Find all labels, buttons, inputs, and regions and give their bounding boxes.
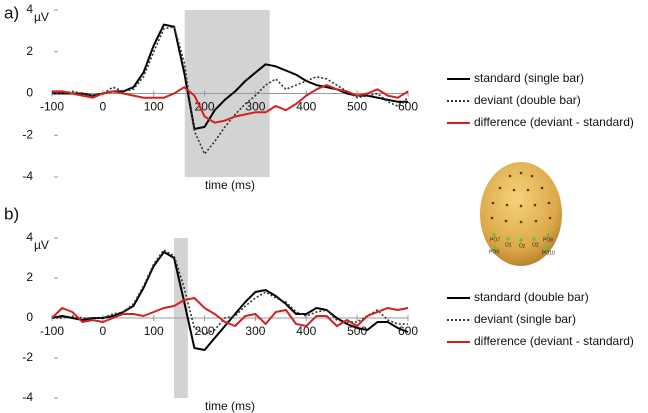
electrode-label: O1 [505,242,512,248]
panel-label: b) [4,204,19,223]
electrode-label: PO9 [489,249,499,255]
legend-label: standard (double bar) [474,290,589,304]
x-tick-label: 0 [100,324,107,338]
electrode-label: PO8 [543,237,553,243]
y-tick-label: -2 [22,127,33,141]
x-tick-label: 300 [245,324,265,338]
y-axis-label: µV [34,238,49,252]
electrodes [490,171,552,224]
legend-label: difference (deviant - standard) [474,115,634,129]
y-tick-label: 4 [26,230,33,244]
x-tick-label: 500 [347,100,367,114]
electrode-label: Oz [519,243,526,249]
y-tick-label: 2 [26,270,33,284]
panel: a) -4 -2 0 2 4 -100 0 100 200 300 400 500 600 µV time (… [4,2,634,192]
x-tick-label: -100 [40,100,64,114]
y-axis-label: µV [34,10,49,24]
y-tick-label: 0 [26,310,33,324]
y-tick-label: 2 [26,44,33,58]
y-tick-label: -4 [22,169,33,183]
x-tick-label: 200 [195,100,215,114]
x-tick-label: -100 [40,324,64,338]
x-axis-label: time (ms) [205,178,255,192]
legend-label: deviant (double bar) [474,93,581,107]
head-illustration: PO7 O1 Oz O2 PO8 PO9 PO10 [480,162,562,266]
y-tick-label: 4 [26,2,33,16]
x-tick-label: 100 [144,100,164,114]
electrode-label: PO7 [490,237,500,243]
highlighted-electrodes [492,233,550,250]
x-tick-label: 400 [296,100,316,114]
series-line [52,25,409,155]
series-line [51,251,409,351]
x-axis-label: time (ms) [205,399,255,413]
y-tick-label: -2 [22,350,33,364]
panel-label: a) [4,3,19,22]
series-line [52,84,409,124]
electrode-label: PO10 [542,250,555,256]
legend-label: difference (deviant - standard) [474,334,634,348]
legend-label: deviant (single bar) [474,312,576,326]
x-tick-label: 200 [195,324,215,338]
y-tick-label: 0 [26,86,33,100]
legend-label: standard (single bar) [474,71,584,85]
x-tick-label: 600 [398,100,418,114]
x-tick-label: 0 [100,100,107,114]
x-tick-label: 400 [296,324,316,338]
x-tick-label: 100 [144,324,164,338]
y-tick-label: -4 [22,390,33,404]
x-tick-label: 300 [245,100,265,114]
x-tick-label: 500 [347,324,367,338]
series-line [51,297,409,327]
electrode-label: O2 [532,242,539,248]
